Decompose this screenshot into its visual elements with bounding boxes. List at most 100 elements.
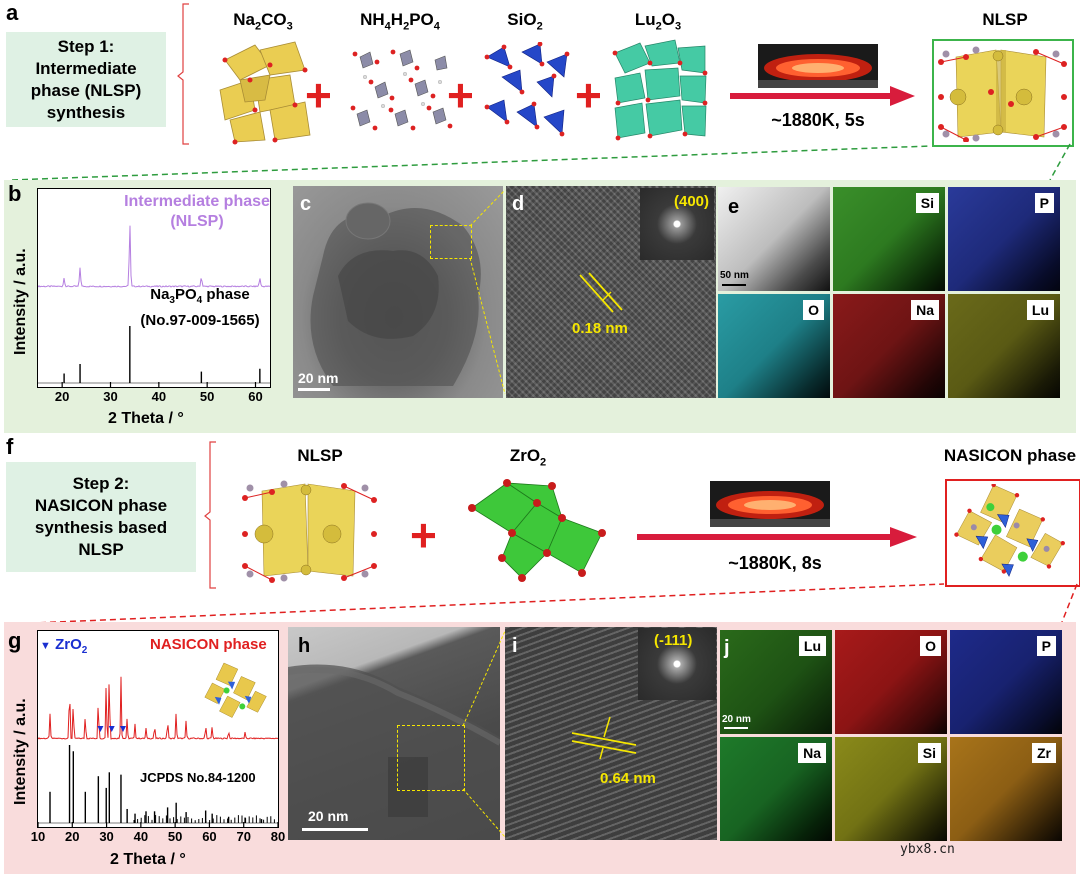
panel-j-zr-map: Zr xyxy=(950,737,1062,841)
plus-sign: + xyxy=(575,69,602,121)
panel-e-lu-label: Lu xyxy=(1026,300,1054,320)
panel-letter-i: i xyxy=(512,635,518,657)
x-tick-label: 80 xyxy=(270,829,286,844)
lu2o3-crystal-illustration xyxy=(612,39,708,141)
panel-h-zoom-box xyxy=(397,725,465,791)
zoom-connector-c-d xyxy=(469,189,506,395)
panel-b-ylabel: Intensity / a.u. xyxy=(12,248,29,355)
x-tick-label: 20 xyxy=(65,829,80,844)
step2-line3: synthesis based xyxy=(34,518,168,537)
panel-g-ylabel: Intensity / a.u. xyxy=(12,698,29,805)
furnace-photo-2 xyxy=(710,481,830,527)
step2-line2: NASICON phase xyxy=(34,496,168,515)
panel-e-p-label: P xyxy=(1034,193,1054,213)
panel-b-plot-area xyxy=(37,188,271,388)
x-tick-label: 10 xyxy=(30,829,46,844)
panel-j-lu-label: Lu xyxy=(798,636,826,656)
panel-j-si-map: Si xyxy=(835,737,947,841)
dashed-connector-f xyxy=(9,583,1078,625)
panel-letter-d: d xyxy=(512,193,525,215)
step1-brace xyxy=(177,3,189,145)
x-tick-label: 40 xyxy=(151,389,167,404)
panel-j-si-label: Si xyxy=(917,743,941,763)
panel-e-scalebar-label: 50 nm xyxy=(720,270,749,281)
panel-j-zr-label: Zr xyxy=(1032,743,1056,763)
plus-sign: + xyxy=(447,69,474,121)
panel-j-p-map: P xyxy=(950,630,1062,734)
reaction-arrow-2 xyxy=(637,527,917,547)
label-na2co3: Na2CO3 xyxy=(233,10,293,33)
plus-sign: + xyxy=(305,69,332,121)
step2-line4: NLSP xyxy=(78,540,124,559)
x-tick-label: 20 xyxy=(54,389,70,404)
panel-e-haadf-tile xyxy=(718,187,830,291)
label-nlsp-reactant: NLSP xyxy=(297,446,343,465)
panel-j-na-map: Na xyxy=(720,737,832,841)
panel-i-fft-label: (-111) xyxy=(654,632,693,649)
zro2-peak-marker xyxy=(120,726,127,732)
step1-line2: Intermediate xyxy=(35,58,137,78)
zro2-crystal-illustration xyxy=(468,479,606,582)
x-tick-label: 40 xyxy=(133,829,149,844)
panel-c-zoom-box xyxy=(430,225,472,259)
label-lu2o3: Lu2O3 xyxy=(634,10,682,33)
panel-d-spacing-marker xyxy=(579,272,623,313)
panel-g-ref-label: JCPDS No.84-1200 xyxy=(140,770,256,785)
panel-j-na-label: Na xyxy=(798,743,826,763)
step2-box: Step 2: NASICON phase synthesis based NL… xyxy=(6,462,196,572)
nlsp-reactant-crystal-illustration xyxy=(242,480,377,583)
sio2-crystal-illustration xyxy=(484,42,570,137)
panel-e-o-map: O xyxy=(718,294,830,398)
panel-i-hrtem-image xyxy=(505,627,717,840)
panel-letter-j: j xyxy=(724,637,730,659)
plus-sign: + xyxy=(410,509,437,561)
panel-e-lu-map: Lu xyxy=(948,294,1060,398)
panel-i-spacing-label: 0.64 nm xyxy=(600,770,656,787)
panel-b-series-label: Intermediate phase (NLSP) xyxy=(112,192,282,232)
nlsp-product-frame xyxy=(932,39,1074,147)
x-tick-label: 30 xyxy=(99,829,114,844)
zoom-connector-h-i xyxy=(462,630,506,838)
panel-g-xrd-chart xyxy=(38,676,278,827)
panel-b-xlabel: 2 Theta / ° xyxy=(108,410,184,427)
panel-letter-a: a xyxy=(6,0,19,25)
panel-e-si-label: Si xyxy=(915,193,939,213)
x-tick-label: 50 xyxy=(199,389,215,404)
x-tick-label: 50 xyxy=(167,829,183,844)
panel-j-scalebar-label: 20 nm xyxy=(722,714,751,725)
panel-g-legend: ▼ ZrO2 xyxy=(40,636,87,656)
label-nasicon-product: NASICON phase xyxy=(943,446,1077,465)
reaction-arrow-1 xyxy=(730,86,915,106)
nlsp-crystal-illustration xyxy=(938,46,1067,142)
zro2-peak-marker xyxy=(97,726,104,732)
panel-g-crystal-inset xyxy=(204,662,267,718)
panel-j-o-map: O xyxy=(835,630,947,734)
nasicon-series-line xyxy=(38,676,278,740)
panel-b-series-label-2: (NLSP) xyxy=(170,213,224,230)
furnace-photo-1 xyxy=(758,44,878,88)
panel-letter-b: b xyxy=(8,181,22,206)
arrow2-label: ~1880K, 8s xyxy=(728,553,822,573)
panel-letter-g: g xyxy=(8,628,22,653)
panel-j-o-label: O xyxy=(920,636,941,656)
panel-letter-f: f xyxy=(6,434,14,459)
label-nh4h2po4: NH4H2PO4 xyxy=(360,10,440,33)
panel-g-legend-label: ZrO xyxy=(55,636,82,653)
panel-d-spacing-label: 0.18 nm xyxy=(572,320,628,337)
x-tick-label: 30 xyxy=(103,389,118,404)
zro2-marker-icon: ▼ xyxy=(40,640,51,652)
panel-h-scalebar-label: 20 nm xyxy=(308,808,349,824)
panel-b-ref-label-1: Na3PO4 phase xyxy=(150,286,250,306)
panel-e-scalebar xyxy=(722,284,746,286)
step2-line1: Step 2: xyxy=(72,474,130,493)
dashed-connector-a xyxy=(11,143,1071,181)
x-tick-label: 60 xyxy=(202,829,217,844)
label-nlsp-product: NLSP xyxy=(982,10,1028,29)
panel-b-xrd-chart xyxy=(38,225,270,387)
panel-e-na-map: Na xyxy=(833,294,945,398)
watermark: ybx8.cn xyxy=(900,842,955,857)
panel-j-lu-map: Lu xyxy=(720,630,832,734)
panel-c-scalebar-label: 20 nm xyxy=(298,370,339,386)
panel-e-na-label: Na xyxy=(911,300,939,320)
